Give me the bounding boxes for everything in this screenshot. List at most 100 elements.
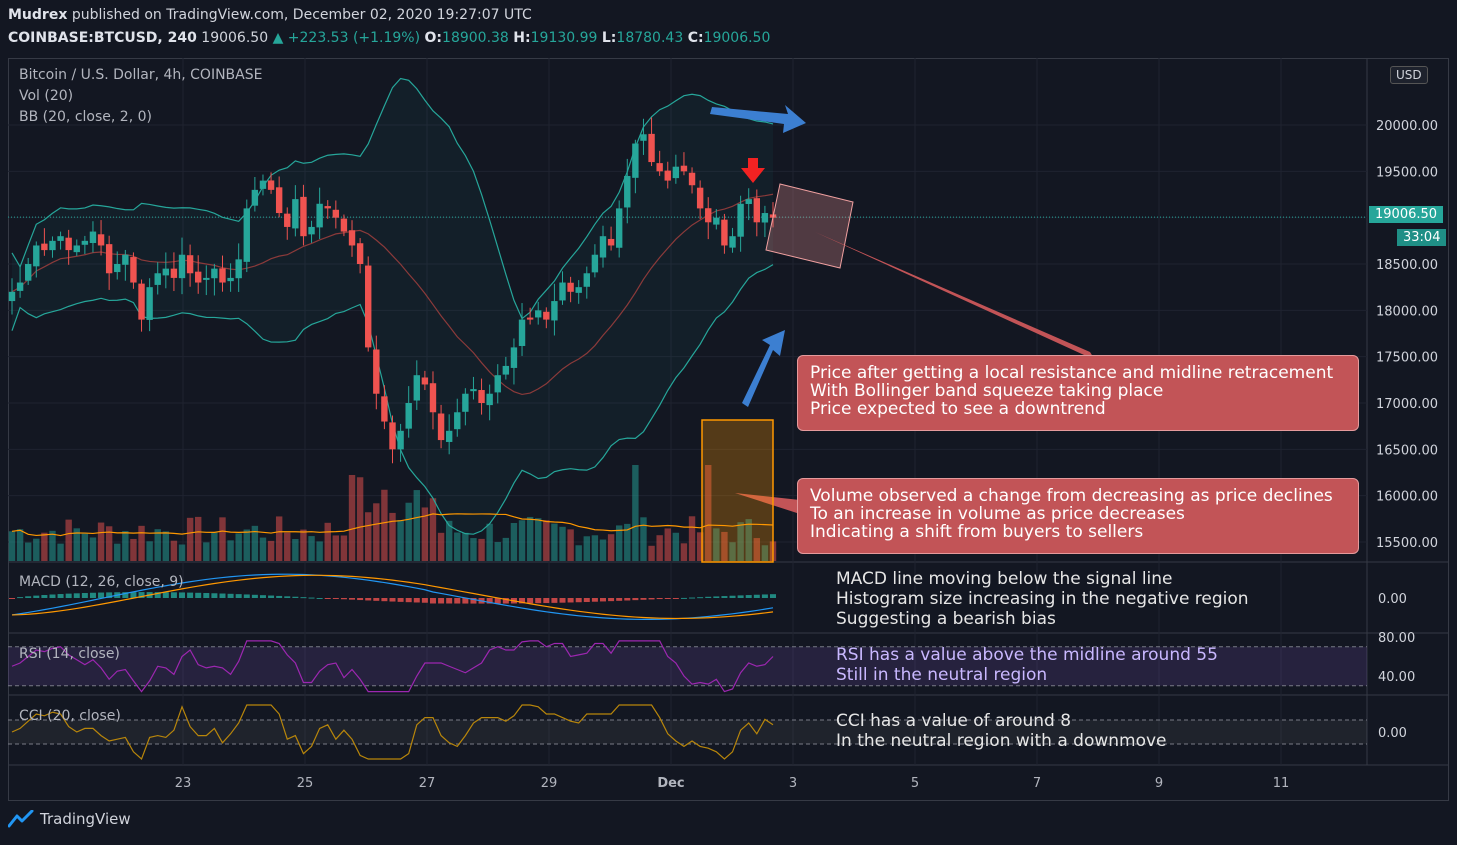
price-tick-label: 19500.00 <box>1376 165 1438 180</box>
macd-histogram-bar <box>316 597 323 599</box>
macd-histogram-bar <box>179 592 186 598</box>
volume-bar <box>462 532 469 561</box>
price-note-line: With Bollinger band squeeze taking place <box>810 381 1164 401</box>
macd-histogram-bar <box>745 595 752 598</box>
volume-bar <box>219 517 226 561</box>
volume-bar <box>421 507 429 561</box>
volume-bar <box>316 541 323 561</box>
candle-body <box>526 317 534 320</box>
candle-body <box>381 396 388 422</box>
volume-bar <box>365 512 372 561</box>
macd-histogram-bar <box>211 593 218 598</box>
macd-histogram-bar <box>502 598 509 604</box>
candle-body <box>615 208 623 248</box>
legend-rsi: RSI (14, close) <box>19 646 120 662</box>
cci-band <box>8 720 1367 744</box>
volume-bar <box>195 516 202 561</box>
volume-bar <box>340 535 348 561</box>
candle-body <box>737 203 744 237</box>
volume-bar <box>761 545 769 561</box>
macd-histogram-bar <box>130 592 137 598</box>
macd-histogram-bar <box>413 598 420 603</box>
publish-info: published on TradingView.com, December 0… <box>71 7 532 23</box>
macd-histogram-bar <box>535 598 542 604</box>
volume-bar <box>753 538 761 561</box>
candle-body <box>672 166 680 179</box>
macd-histogram-bar <box>753 594 760 598</box>
volume-bar <box>57 543 64 561</box>
time-tick-label: 7 <box>1033 776 1041 791</box>
candle-body <box>599 236 607 258</box>
candle-body <box>33 245 40 267</box>
candle-body <box>535 310 542 318</box>
publish-header: Mudrex published on TradingView.com, Dec… <box>8 7 532 23</box>
volume-bar <box>8 531 16 561</box>
volume-bar <box>308 536 315 561</box>
volume-bar <box>33 538 40 561</box>
candle-body <box>389 422 396 450</box>
bb-upper-band <box>11 77 774 320</box>
candle-body <box>429 383 437 413</box>
macd-histogram-bar <box>89 592 96 598</box>
volume-bar <box>186 517 194 561</box>
macd-histogram-bar <box>697 597 704 599</box>
candle-body <box>494 375 501 393</box>
candle-body <box>421 377 429 385</box>
candle-body <box>348 230 356 246</box>
candle-body <box>688 172 696 186</box>
price-change: ▲ +223.53 (+1.19%) <box>272 30 421 46</box>
candle-body <box>122 254 129 265</box>
volume-bar <box>154 529 161 561</box>
volume-bar <box>122 531 129 561</box>
volume-bar <box>486 523 493 561</box>
macd-histogram-bar <box>737 595 744 598</box>
candle-body <box>16 282 24 291</box>
macd-histogram-bar <box>672 598 679 599</box>
currency-badge[interactable]: USD <box>1390 66 1428 84</box>
candle-body <box>284 213 291 227</box>
candle-body <box>316 203 323 228</box>
volume-bar <box>405 502 412 561</box>
bb-basis-line <box>11 193 774 396</box>
volume-bar <box>632 465 639 561</box>
macd-histogram-bar <box>106 592 113 598</box>
chart-frame <box>8 58 1449 801</box>
candle-body <box>251 189 259 206</box>
price-tick-label: 16000.00 <box>1376 490 1438 505</box>
candle-body <box>292 199 299 229</box>
volume-bar <box>648 545 655 561</box>
candle-body <box>454 412 461 430</box>
volume-bar <box>267 540 275 561</box>
volume-bar <box>284 532 291 561</box>
time-tick-label: Dec <box>657 776 684 791</box>
volume-bar <box>41 532 48 561</box>
candle-body <box>745 199 752 204</box>
volume-bar <box>518 520 526 561</box>
candle-body <box>114 264 121 273</box>
callout-pointer-1 <box>815 232 1095 360</box>
candle-body <box>470 389 477 392</box>
macd-histogram-bar <box>446 598 453 604</box>
candle-body <box>356 243 364 264</box>
symbol-header: COINBASE:BTCUSD, 240 19006.50 ▲ +223.53 … <box>8 30 770 46</box>
volume-bar <box>397 520 404 561</box>
volume-bar <box>478 538 485 561</box>
candle-body <box>332 209 340 218</box>
volume-bar <box>65 519 72 561</box>
candle-body <box>154 273 161 285</box>
volume-bar <box>583 536 590 561</box>
macd-histogram-bar <box>49 594 56 598</box>
candle-body <box>583 273 590 287</box>
volume-bar <box>535 518 542 561</box>
volume-bar <box>373 503 380 561</box>
tradingview-logo[interactable]: TradingView <box>8 810 131 828</box>
macd-histogram-bar <box>680 597 687 599</box>
candle-body <box>640 134 647 141</box>
volume-bar <box>664 528 671 561</box>
time-tick-label: 9 <box>1155 776 1163 791</box>
rsi-note-line: Still in the neutral region <box>836 665 1048 685</box>
volume-bar <box>729 542 736 561</box>
candle-body <box>518 319 526 346</box>
price-tick-label: 17500.00 <box>1376 351 1438 366</box>
